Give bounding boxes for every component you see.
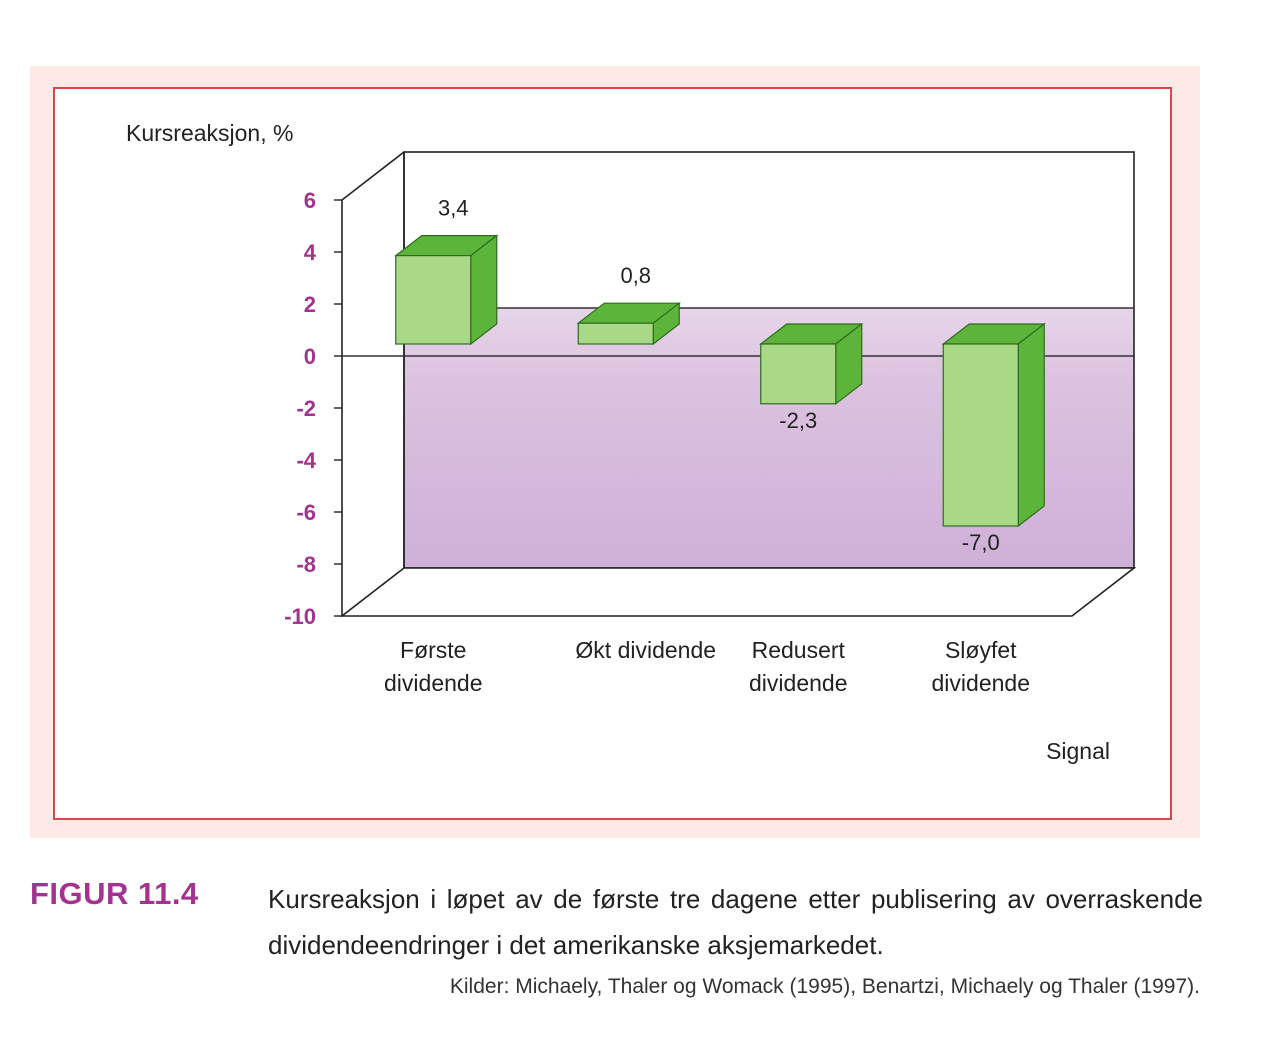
x-tick-label: Redusert [752, 637, 846, 663]
x-tick-label: dividende [384, 670, 482, 696]
data-label: -7,0 [962, 530, 1000, 555]
x-tick-label: Sløyfet [945, 637, 1017, 663]
data-label: -2,3 [779, 408, 817, 433]
data-label: 0,8 [620, 263, 651, 288]
y-tick-label: -2 [296, 396, 316, 421]
bar-side [1017, 322, 1045, 528]
y-axis-title: Kursreaksjon, % [126, 120, 293, 146]
y-tick-label: -8 [296, 552, 316, 577]
bar [395, 255, 472, 345]
back-wall-upper [404, 152, 1134, 308]
y-tick-label: 4 [304, 240, 317, 265]
x-axis-title: Signal [1046, 738, 1110, 764]
y-tick-label: 6 [304, 188, 316, 213]
y-tick-label: 0 [304, 344, 316, 369]
bar [577, 322, 654, 345]
bar [760, 343, 837, 405]
figure-source: Kilder: Michaely, Thaler og Womack (1995… [449, 975, 1200, 998]
figure-caption: Kursreaksjon i løpet av de første tre da… [268, 884, 1203, 960]
y-tick-label: 2 [304, 292, 316, 317]
data-label: 3,4 [438, 196, 469, 221]
left-wall-top-edge [341, 151, 405, 201]
y-tick-label: -4 [296, 448, 316, 473]
x-tick-label: Økt dividende [575, 637, 716, 663]
x-tick-label: Første [400, 637, 466, 663]
y-tick-label: -10 [284, 604, 316, 629]
figure-number: FIGUR 11.4 [30, 876, 199, 911]
x-tick-label: dividende [932, 670, 1030, 696]
x-tick-label: dividende [749, 670, 847, 696]
y-tick-label: -6 [296, 500, 316, 525]
chart-floor [339, 567, 1137, 617]
bar-side [470, 234, 498, 346]
bar [942, 343, 1019, 527]
